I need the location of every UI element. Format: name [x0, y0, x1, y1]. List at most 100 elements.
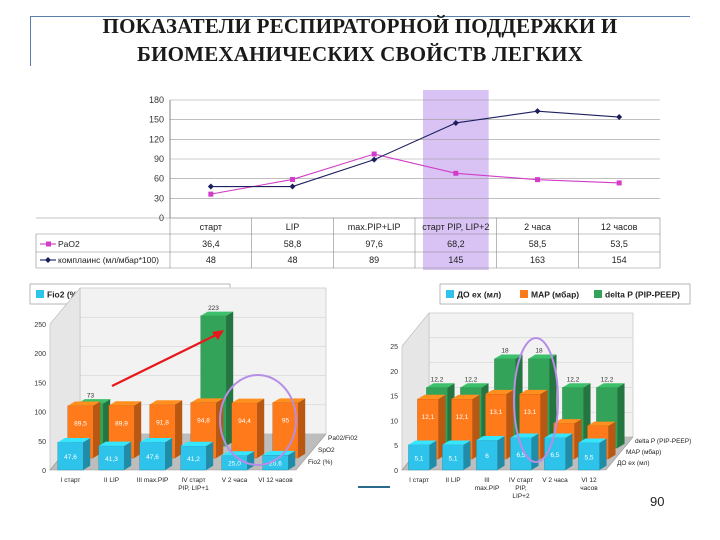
data-label: 6,5 — [550, 452, 559, 459]
x-tick-label: II LIP — [104, 477, 119, 484]
compliance-point — [371, 156, 378, 163]
y-tick-label: 30 — [154, 193, 164, 203]
bar-top — [231, 398, 265, 403]
x-tick-label: max.PIP — [475, 485, 500, 492]
legend-label: delta P (PIP-PEEP) — [605, 290, 680, 300]
series-line — [210, 110, 620, 188]
depth-label: MAP (мбар) — [626, 448, 661, 456]
bar-side — [608, 421, 616, 459]
page-number: 90 — [650, 494, 665, 509]
data-label: 13,1 — [490, 409, 503, 416]
bar-top — [587, 421, 616, 426]
data-label: 18 — [501, 348, 509, 355]
data-label: 5,5 — [584, 454, 593, 461]
data-label: 6,5 — [516, 452, 525, 459]
x-tick-label: PIP, LIP+1 — [178, 485, 209, 492]
x-tick-label: LIP+2 — [512, 493, 530, 500]
y-tick-label: 150 — [34, 380, 46, 387]
data-label: 12,2 — [601, 376, 614, 383]
bar-side — [298, 398, 306, 458]
pao2-point — [616, 180, 622, 186]
depth-label: SpO2 — [318, 447, 335, 454]
x-tick-label: часов — [580, 485, 598, 492]
y-tick-label: 0 — [394, 468, 398, 475]
data-label: 53,5 — [610, 239, 628, 249]
bar-top — [578, 438, 607, 443]
x-tick-label: VI 12 — [581, 477, 597, 484]
data-label: 41,2 — [187, 456, 200, 463]
data-label: 6 — [485, 453, 489, 460]
legend-label: ДО ex (мл) — [457, 290, 501, 300]
data-label: 154 — [612, 255, 627, 265]
bar-top — [57, 438, 91, 443]
y-tick-label: 200 — [34, 351, 46, 358]
series-line — [210, 153, 620, 195]
data-label: 89,9 — [115, 420, 128, 427]
bar-side — [497, 436, 505, 470]
data-label: 58,8 — [284, 239, 302, 249]
data-label: 94,4 — [238, 418, 251, 425]
data-label: 48 — [206, 255, 216, 265]
compliance-point — [452, 119, 459, 126]
compliance-point — [616, 114, 623, 121]
data-label: 68,2 — [447, 239, 465, 249]
bar-side — [463, 440, 471, 470]
bar-top — [67, 401, 101, 406]
x-tick-label: VI 12 часов — [258, 477, 293, 484]
bar-side — [438, 394, 446, 459]
bar-side — [124, 441, 132, 470]
y-tick-label: 25 — [390, 344, 398, 351]
bar-chart-ventilation: ДО ex (мл) MAP (мбар) delta P (PIP-PEEP) 25… — [390, 283, 691, 500]
bar-side — [103, 399, 111, 446]
title-frame-top — [30, 16, 690, 17]
legend-label: MAP (мбар) — [531, 290, 579, 300]
bar-top — [442, 440, 471, 445]
data-label: 36,4 — [202, 239, 220, 249]
x-tick-label: PIP, — [515, 485, 527, 492]
x-tick-label: LIP — [286, 222, 300, 232]
bar-top — [519, 389, 548, 395]
slide-title-line1: ПОКАЗАТЕЛИ РЕСПИРАТОРНОЙ ПОДДЕРЖКИ И — [102, 14, 618, 38]
bar-side — [257, 398, 265, 458]
bar-top — [460, 383, 489, 388]
depth-label: ДО ex (мл) — [617, 460, 650, 467]
bar-top — [528, 354, 557, 359]
legend-box — [439, 283, 691, 305]
data-label: 94,8 — [197, 418, 210, 425]
depth-label: Fio2 (%) — [308, 459, 333, 466]
legend-label: PaO2 — [58, 239, 80, 249]
bar — [231, 402, 258, 459]
data-label: 41,3 — [105, 456, 118, 463]
depth-label: Pa02/Fi02 — [328, 435, 358, 442]
data-label: 12,2 — [431, 376, 444, 383]
bar-top — [149, 400, 183, 405]
pao2-point — [208, 191, 214, 197]
bar-side — [565, 433, 573, 470]
legend-swatch — [594, 290, 602, 298]
data-label: 12,1 — [422, 414, 435, 421]
x-tick-label: III — [484, 477, 490, 484]
y-tick-label: 5 — [394, 443, 398, 450]
bar-side — [599, 438, 607, 470]
depth-label: delta P (PIP-PEEP) — [635, 438, 691, 445]
bar-top — [553, 419, 582, 424]
data-label: 89 — [369, 255, 379, 265]
bar — [139, 442, 166, 471]
data-label: 95 — [282, 418, 290, 425]
y-tick-label: 10 — [390, 418, 398, 425]
bar-top — [108, 401, 142, 406]
bar-top — [596, 383, 625, 388]
bar-top — [139, 438, 173, 443]
annotation-arrow — [111, 331, 223, 387]
data-label: 5,1 — [448, 455, 457, 462]
bar-top — [451, 394, 480, 399]
data-label: 73 — [87, 392, 95, 399]
data-label: 12,2 — [567, 376, 580, 383]
bar — [272, 402, 299, 459]
bar-side — [206, 441, 214, 470]
pao2-point — [535, 177, 540, 183]
bar-side — [83, 438, 91, 470]
x-tick-label: 12 часов — [601, 222, 638, 232]
